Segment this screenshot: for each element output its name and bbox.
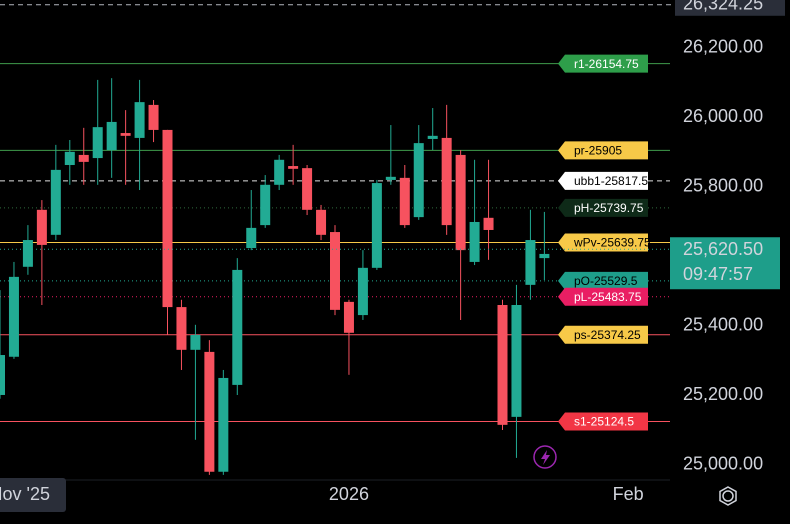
level-label: ubb1-25817.5 <box>574 174 648 188</box>
price-time: 09:47:57 <box>683 264 753 284</box>
level-label: r1-26154.75 <box>574 57 639 71</box>
price-label-box <box>670 237 780 290</box>
y-tick-label: 25,800.00 <box>683 176 763 196</box>
candle-body <box>357 267 368 316</box>
high-label: 26,324.25 <box>683 0 763 14</box>
candle-body <box>525 240 536 285</box>
y-tick-label: 25,000.00 <box>683 454 763 474</box>
settings-icon[interactable] <box>722 490 734 502</box>
y-tick-label: 26,000.00 <box>683 106 763 126</box>
candle-body <box>497 305 508 425</box>
x-tick-highlight <box>0 478 66 512</box>
candle-body <box>0 355 5 395</box>
candle-body <box>483 217 494 230</box>
candle-body <box>50 169 61 235</box>
candle-body <box>92 127 103 159</box>
level-label-box <box>558 325 648 344</box>
level-label: pO-25529.5 <box>574 274 638 288</box>
candle-body <box>64 151 75 166</box>
candle-body <box>22 240 33 267</box>
candle-body <box>134 102 145 138</box>
level-label-box <box>558 412 648 431</box>
alert-icon-bolt <box>541 450 550 465</box>
candle-body <box>385 176 396 180</box>
level-label-box <box>558 271 648 290</box>
x-tick-label: Nov '25 <box>0 484 50 504</box>
candle-body <box>36 209 47 245</box>
high-label-box <box>675 0 785 16</box>
candle-body <box>511 305 522 417</box>
candle-body <box>78 154 89 162</box>
candle-body <box>218 377 229 472</box>
level-label-box <box>558 233 648 252</box>
settings-icon-frame <box>719 486 737 506</box>
candle-body <box>316 209 327 235</box>
y-tick-label: 25,200.00 <box>683 384 763 404</box>
y-tick-label: 25,400.00 <box>683 315 763 335</box>
candle-body <box>8 276 19 357</box>
candle-body <box>399 177 410 226</box>
level-label-box <box>558 54 648 73</box>
level-label-box <box>558 287 648 306</box>
candle-body <box>232 269 243 385</box>
level-label: pr-25905 <box>574 144 622 158</box>
candle-body <box>162 129 173 308</box>
level-label-box <box>558 141 648 160</box>
level-label: s1-25124.5 <box>574 415 634 429</box>
candle-body <box>246 227 257 249</box>
candle-body <box>190 334 201 350</box>
candle-body <box>413 143 424 218</box>
candle-body <box>539 253 550 259</box>
candle-body <box>343 301 354 333</box>
level-label: pH-25739.75 <box>574 201 644 215</box>
candle-body <box>288 166 299 169</box>
level-label: ps-25374.25 <box>574 328 641 342</box>
candle-body <box>302 168 313 210</box>
candle-body <box>148 104 159 130</box>
candle-body <box>469 221 480 262</box>
level-label: pL-25483.75 <box>574 290 642 304</box>
candle-body <box>176 307 187 350</box>
level-label-box <box>558 198 648 217</box>
price-label: 25,620.50 <box>683 239 763 259</box>
candle-body <box>455 154 466 251</box>
level-label: wPv-25639.75 <box>573 236 651 250</box>
candle-body <box>330 232 340 310</box>
candle-body <box>260 184 271 226</box>
candle-body <box>427 135 438 139</box>
candle-body <box>274 159 285 185</box>
level-label-box <box>558 171 648 190</box>
alert-icon[interactable] <box>533 445 557 469</box>
y-tick-label: 26,200.00 <box>683 37 763 57</box>
plot: 26,200.00 26,000.00 25,800.00 25,400.00 25,2… <box>0 0 785 512</box>
x-tick-label: Feb <box>613 484 644 504</box>
x-tick-label: 2026 <box>329 484 369 504</box>
candle-body <box>371 183 382 268</box>
candle-body <box>120 133 131 136</box>
candle-body <box>204 351 215 472</box>
candle-body <box>106 121 117 151</box>
candle-body <box>441 137 452 226</box>
